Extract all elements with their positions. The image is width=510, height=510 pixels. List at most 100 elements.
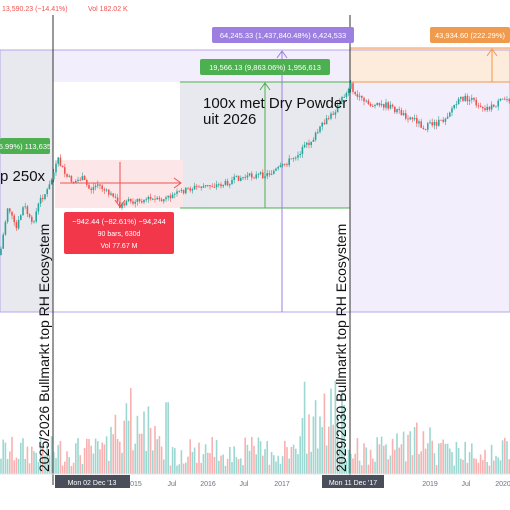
- volume-bar: [64, 461, 66, 474]
- volume-bar: [149, 427, 152, 474]
- candle-body: [477, 105, 480, 107]
- candle-body: [70, 175, 73, 182]
- candle-body: [339, 101, 341, 105]
- candle-body: [301, 147, 304, 155]
- volume-bar: [24, 458, 26, 474]
- volume-bar: [116, 438, 119, 474]
- candle-body: [59, 157, 62, 166]
- candle-body: [290, 158, 293, 160]
- volume-bar: [198, 442, 200, 474]
- candle-body: [391, 104, 394, 107]
- volume-bar: [400, 444, 403, 474]
- candle-body: [229, 184, 231, 186]
- volume-bar: [281, 456, 284, 474]
- candle-body: [231, 179, 233, 185]
- candle-body: [499, 98, 502, 101]
- candle-body: [246, 175, 249, 178]
- volume-bar: [215, 439, 218, 474]
- candle-body: [158, 197, 161, 200]
- candle-body: [11, 211, 13, 216]
- candle-body: [400, 110, 403, 116]
- volume-bar: [330, 388, 332, 474]
- volume-bar: [429, 427, 431, 474]
- volume-bar: [332, 424, 334, 474]
- candle-body: [314, 132, 317, 140]
- candle-body: [446, 116, 449, 119]
- volume-bar: [53, 451, 55, 474]
- candle-body: [101, 185, 103, 190]
- candle-body: [479, 105, 482, 107]
- candle-body: [336, 104, 339, 113]
- volume-bar: [180, 450, 183, 474]
- volume-bar: [55, 458, 57, 474]
- volume-bar: [451, 452, 453, 474]
- volume-bar: [486, 461, 488, 474]
- candle-body: [81, 176, 84, 181]
- candle-body: [396, 109, 398, 113]
- volume-bar: [68, 457, 70, 474]
- volume-bar: [15, 457, 18, 474]
- volume-bar: [105, 436, 108, 474]
- candle-body: [6, 208, 9, 222]
- x-tick-label: 2016: [200, 481, 216, 488]
- candle-body: [292, 158, 295, 159]
- candle-body: [493, 104, 495, 107]
- candle-body: [182, 189, 185, 194]
- volume-bar: [442, 439, 444, 474]
- candle-body: [235, 175, 238, 177]
- volume-bar: [374, 461, 376, 474]
- candle-body: [202, 186, 205, 188]
- candle-body: [33, 221, 35, 223]
- volume-bar: [292, 444, 295, 474]
- volume-bar: [191, 452, 194, 474]
- candle-body: [44, 194, 46, 200]
- volume-bar: [266, 440, 268, 474]
- volume-bar: [301, 417, 304, 474]
- candle-body: [119, 201, 121, 209]
- candle-body: [9, 208, 11, 212]
- candle-body: [187, 187, 189, 189]
- candle-body: [125, 201, 128, 206]
- volume-bar: [407, 434, 409, 474]
- candle-body: [416, 117, 418, 124]
- candle-body: [367, 100, 370, 104]
- candle-body: [405, 113, 407, 119]
- candle-body: [457, 98, 460, 105]
- candle-body: [42, 197, 44, 200]
- volume-bar: [288, 458, 290, 474]
- candle-body: [455, 104, 458, 105]
- volume-bar: [127, 420, 130, 474]
- volume-bar: [0, 458, 2, 474]
- x-tick-label: 2020: [495, 481, 510, 488]
- ohlc-readout: 13,590.23 (−14.41%): [2, 6, 68, 13]
- candle-body: [471, 98, 473, 100]
- drawdown-label-line2: 90 bars, 630d: [98, 231, 141, 238]
- candle-body: [77, 179, 79, 181]
- candle-body: [24, 206, 26, 208]
- candle-body: [108, 189, 110, 195]
- volume-bar: [136, 415, 139, 474]
- candle-body: [284, 163, 286, 165]
- candle-body: [248, 173, 251, 176]
- candle-body: [501, 98, 504, 100]
- candle-body: [141, 201, 143, 203]
- candle-body: [473, 98, 475, 100]
- candle-body: [114, 196, 117, 198]
- candle-body: [127, 199, 130, 202]
- candle-body: [385, 102, 387, 108]
- volume-bar: [354, 453, 356, 474]
- volume-bar: [229, 446, 231, 474]
- volume-bar: [171, 447, 174, 474]
- left-label: p 250x: [0, 168, 46, 185]
- candle-body: [233, 176, 235, 180]
- volume-bar: [347, 449, 350, 474]
- candle-body: [299, 154, 301, 156]
- candle-body: [407, 118, 409, 120]
- candle-body: [330, 113, 332, 119]
- volume-bar: [273, 455, 275, 474]
- candle-body: [209, 185, 211, 187]
- candle-body: [321, 122, 323, 127]
- volume-bar: [145, 450, 147, 474]
- volume-bar: [50, 436, 53, 474]
